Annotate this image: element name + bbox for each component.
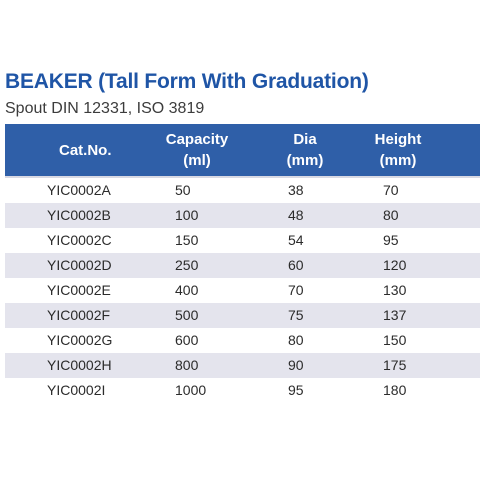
spec-table: Cat.No. Capacity (ml) Dia (mm) Height (m… — [5, 124, 480, 403]
cell-dia: 54 — [288, 232, 304, 248]
header-dia-unit: (mm) — [286, 152, 324, 169]
cell-dia: 70 — [288, 282, 304, 298]
table-row: YIC0002C 150 54 95 — [5, 228, 480, 253]
header-height-label: Height — [374, 131, 422, 148]
header-capacity-label: Capacity — [165, 131, 229, 148]
cell-capacity: 800 — [175, 357, 199, 373]
table-row: YIC0002G 600 80 150 — [5, 328, 480, 353]
cell-dia: 95 — [288, 382, 304, 398]
cell-capacity: 600 — [175, 332, 199, 348]
header-dia-label: Dia — [293, 131, 317, 148]
header-cat-no: Cat.No. — [59, 124, 112, 176]
table-row: YIC0002D 250 60 120 — [5, 253, 480, 278]
cell-capacity: 250 — [175, 257, 199, 273]
page-title: BEAKER (Tall Form With Graduation) — [5, 70, 369, 93]
table-row: YIC0002I 1000 95 180 — [5, 378, 480, 403]
cell-cat-no: YIC0002B — [47, 207, 111, 223]
header-cat-no-label: Cat.No. — [59, 141, 112, 159]
table-header: Cat.No. Capacity (ml) Dia (mm) Height (m… — [5, 124, 480, 176]
cell-capacity: 1000 — [175, 382, 207, 398]
cell-dia: 38 — [288, 182, 304, 198]
cell-cat-no: YIC0002F — [47, 307, 111, 323]
cell-height: 175 — [383, 357, 407, 373]
cell-capacity: 500 — [175, 307, 199, 323]
cell-height: 180 — [383, 382, 407, 398]
cell-cat-no: YIC0002C — [47, 232, 112, 248]
cell-dia: 90 — [288, 357, 304, 373]
table-body: YIC0002A 50 38 70 YIC0002B 100 48 80 YIC… — [5, 176, 480, 403]
cell-dia: 48 — [288, 207, 304, 223]
header-dia: Dia (mm) — [275, 124, 335, 176]
cell-height: 150 — [383, 332, 407, 348]
table-row: YIC0002E 400 70 130 — [5, 278, 480, 303]
cell-cat-no: YIC0002G — [47, 332, 113, 348]
cell-dia: 80 — [288, 332, 304, 348]
cell-capacity: 50 — [175, 182, 191, 198]
cell-height: 137 — [383, 307, 407, 323]
cell-cat-no: YIC0002A — [47, 182, 111, 198]
cell-height: 120 — [383, 257, 407, 273]
cell-height: 95 — [383, 232, 399, 248]
cell-cat-no: YIC0002D — [47, 257, 112, 273]
cell-capacity: 150 — [175, 232, 199, 248]
header-capacity: Capacity (ml) — [157, 124, 237, 176]
cell-cat-no: YIC0002I — [47, 382, 106, 398]
cell-dia: 60 — [288, 257, 304, 273]
cell-cat-no: YIC0002H — [47, 357, 112, 373]
header-height: Height (mm) — [363, 124, 433, 176]
cell-capacity: 100 — [175, 207, 199, 223]
table-row: YIC0002A 50 38 70 — [5, 176, 480, 203]
table-row: YIC0002F 500 75 137 — [5, 303, 480, 328]
page-subtitle: Spout DIN 12331, ISO 3819 — [5, 100, 205, 117]
cell-height: 70 — [383, 182, 399, 198]
cell-dia: 75 — [288, 307, 304, 323]
table-row: YIC0002B 100 48 80 — [5, 203, 480, 228]
header-height-unit: (mm) — [379, 152, 417, 169]
cell-height: 80 — [383, 207, 399, 223]
cell-cat-no: YIC0002E — [47, 282, 111, 298]
cell-capacity: 400 — [175, 282, 199, 298]
table-row: YIC0002H 800 90 175 — [5, 353, 480, 378]
header-capacity-unit: (ml) — [183, 152, 211, 169]
cell-height: 130 — [383, 282, 407, 298]
